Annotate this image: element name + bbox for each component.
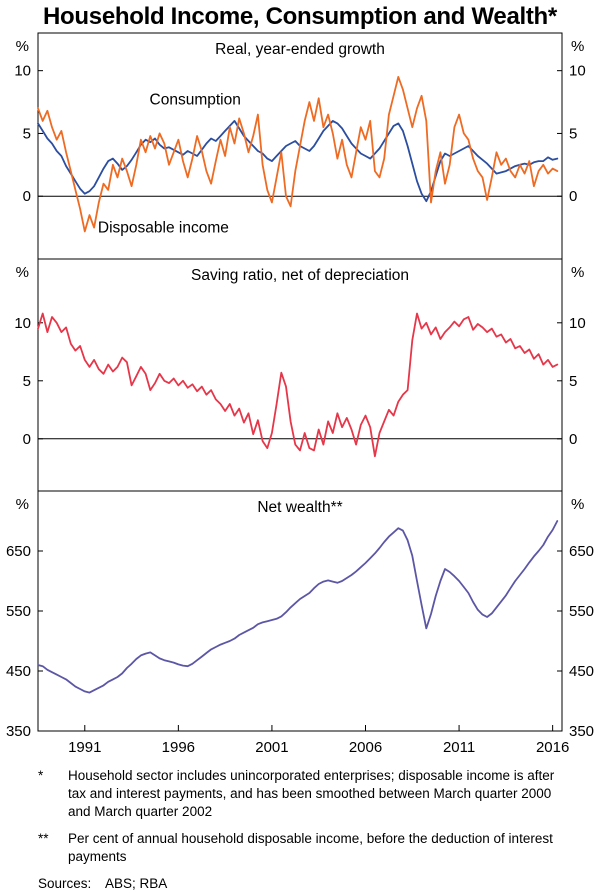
y-tick-label-right: 10 [569,315,586,332]
panel-border [37,490,563,732]
panel-title: Net wealth** [257,499,342,516]
footnote-marker: * [38,768,44,783]
y-tick-label-left: 10 [14,315,31,332]
footnotes: * Household sector includes unincorporat… [0,761,600,893]
y-tick-label-left: 350 [6,723,31,740]
unit-label-right: % [571,496,584,513]
y-tick-label-left: 450 [6,663,31,680]
y-tick-label-right: 5 [569,125,577,142]
x-tick-label: 2011 [443,739,475,756]
footnote: * Household sector includes unincorporat… [38,767,562,821]
household-income-consumption-wealth-chart: 0 0 5 5 10 10% % Real, year-ended growth Consump… [6,32,594,756]
y-tick-label-right: 5 [569,373,577,390]
unit-label-right: % [571,38,584,55]
x-tick-label: 1996 [162,739,195,756]
y-tick-label-right: 650 [569,543,594,560]
y-tick-label-right: 10 [569,63,586,80]
y-tick-label-left: 0 [23,188,31,205]
y-tick-label-right: 350 [569,723,594,740]
y-tick-label-right: 0 [569,431,577,448]
y-tick-label-right: 550 [569,603,594,620]
footnote-marker: ** [38,830,49,846]
y-tick-label-left: 550 [6,603,31,620]
y-tick-label-left: 5 [23,373,31,390]
panel-title: Saving ratio, net of depreciation [191,267,409,284]
unit-label-right: % [571,264,584,281]
series-label-consumption: Consumption [150,92,241,109]
y-tick-label-left: 10 [14,63,31,80]
y-tick-label-left: 650 [6,543,31,560]
panel-real-year-ended-growth: 0 0 5 5 10 10% % Real, year-ended growth Consump… [14,32,586,260]
series-label-disposable-income: Disposable income [98,220,229,237]
y-tick-label-right: 0 [569,188,577,205]
unit-label-left: % [16,496,29,513]
unit-label-left: % [16,38,29,55]
panel-title: Real, year-ended growth [215,41,385,58]
sources-line: Sources: ABS; RBA [38,875,562,893]
footnote-text: Per cent of annual household disposable … [68,830,553,864]
panel-border [37,258,563,492]
x-tick-label: 1991 [68,739,101,756]
panel-saving-ratio-net-of-depreciation: 0 0 5 5 10 10% % Saving ratio, net of depreciat… [14,258,586,492]
sources-label: Sources: [38,875,92,891]
y-tick-label-left: 5 [23,125,31,142]
unit-label-left: % [16,264,29,281]
footnote-text: Household sector includes unincorporated… [68,768,555,819]
panel-net-wealth-: 350 350 450 450 550 550 650 650% % Net wealth** [6,490,594,740]
x-tick-label: 2006 [349,739,382,756]
x-tick-label: 2016 [536,739,569,756]
x-tick-label: 2001 [255,739,288,756]
footnote: ** Per cent of annual household disposab… [38,830,562,866]
series-line-saving-ratio [37,312,559,458]
sources-text: ABS; RBA [105,875,168,891]
series-line-net-wealth [37,520,559,694]
series-line-disposable-income [37,76,559,233]
page-title: Household Income, Consumption and Wealth… [43,3,557,30]
y-tick-label-left: 0 [23,431,31,448]
y-tick-label-right: 450 [569,663,594,680]
